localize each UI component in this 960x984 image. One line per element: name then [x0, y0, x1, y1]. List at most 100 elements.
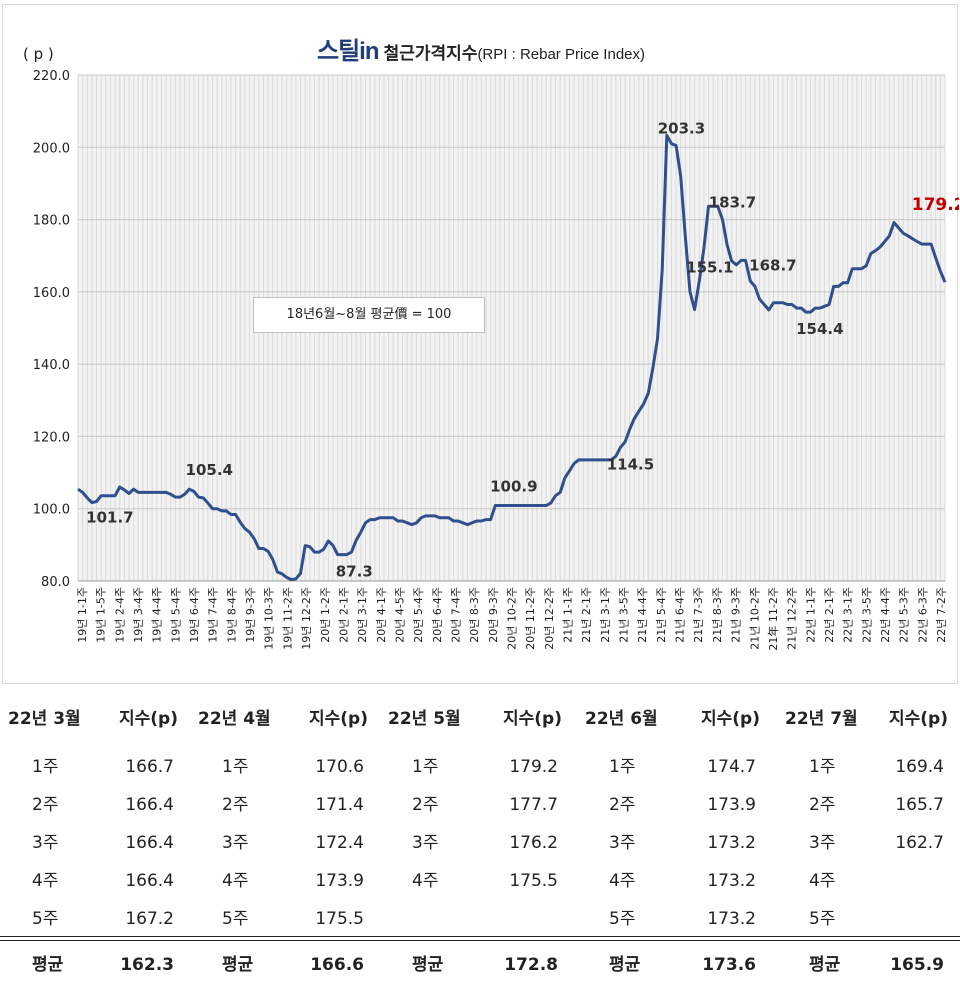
week-label: 1주 — [809, 757, 836, 777]
week-label: 3주 — [222, 833, 249, 853]
index-value: 165.7 — [895, 795, 944, 815]
x-tick-label: 19년 4-4주 — [151, 587, 164, 643]
plot-area — [78, 75, 945, 581]
data-label: 155.1 — [686, 258, 733, 276]
average-label: 평균 — [809, 955, 841, 975]
index-value: 166.4 — [125, 795, 174, 815]
chart-panel: 80.0 100.0 120.0 140.0 160.0 180.0 200.0 220.0 … — [2, 4, 959, 684]
week-label: 1주 — [609, 757, 636, 777]
week-label: 5주 — [809, 909, 836, 929]
month-header: 22년 3월 — [8, 709, 81, 729]
average-value: 172.8 — [504, 955, 558, 975]
title-sub: (RPI : Rebar Price Index) — [477, 46, 645, 63]
average-value: 173.6 — [702, 955, 756, 975]
data-label: 162.7 — [916, 5, 959, 9]
data-label: 154.4 — [796, 320, 843, 338]
y-tick-label: 120.0 — [33, 430, 70, 445]
table-row: 1주 166.7 1주 170.6 1주 179.2 1주 174.7 1주 169.4 — [0, 748, 960, 786]
series-line — [77, 133, 947, 582]
index-value: 176.2 — [509, 833, 558, 853]
data-label: 179.2 — [912, 195, 959, 215]
month-header: 22년 6월 — [585, 709, 658, 729]
x-tick-label: 22년 4-4주 — [879, 587, 892, 643]
index-value: 173.2 — [707, 871, 756, 891]
week-label: 3주 — [412, 833, 439, 853]
x-tick-label: 22년 6-3주 — [916, 587, 929, 643]
x-tick-label: 19년 1-1주 — [76, 587, 89, 643]
divider — [0, 940, 960, 941]
index-value: 177.7 — [509, 795, 558, 815]
week-label: 3주 — [809, 833, 836, 853]
x-tick-label: 19년 6-4주 — [188, 587, 201, 643]
x-tick-label: 21년 3-1주 — [599, 587, 612, 643]
x-tick-label: 21년 10-2주 — [748, 587, 761, 650]
week-label: 4주 — [412, 871, 439, 891]
average-value: 166.6 — [310, 955, 364, 975]
x-tick-label: 20년 12-2주 — [543, 587, 556, 650]
x-tick-label: 20년 3-1주 — [356, 587, 369, 643]
month-header: 22년 7월 — [785, 709, 858, 729]
x-tick-label: 22년 1-1주 — [804, 587, 817, 643]
brand-logo: 스틸in — [317, 38, 379, 65]
y-tick-label: 220.0 — [33, 69, 70, 84]
index-value: 175.5 — [509, 871, 558, 891]
x-tick-label: 20년 1-2주 — [319, 587, 332, 643]
average-row: 평균 162.3 평균 166.6 평균 172.8 평균 173.6 평균 165.9 — [0, 946, 960, 984]
x-tick-label: 19년 8-4주 — [225, 587, 238, 643]
chart-title: 스틸in 철근가격지수(RPI : Rebar Price Index) — [3, 31, 959, 66]
x-tick-label: 21年 11-2주 — [766, 587, 780, 651]
week-label: 4주 — [609, 871, 636, 891]
week-label: 2주 — [222, 795, 249, 815]
y-tick-label: 80.0 — [41, 575, 70, 590]
index-value: 166.7 — [125, 757, 174, 777]
x-tick-label: 20년 6-4주 — [431, 587, 444, 643]
index-value: 179.2 — [509, 757, 558, 777]
index-value: 170.6 — [315, 757, 364, 777]
index-value: 166.4 — [125, 871, 174, 891]
x-tick-label: 21년 12-2주 — [786, 587, 799, 650]
week-label: 2주 — [609, 795, 636, 815]
week-label: 3주 — [32, 833, 59, 853]
x-tick-label: 19년 10-3주 — [263, 587, 276, 650]
x-tick-label: 20년 8-3주 — [468, 587, 481, 643]
average-label: 평균 — [412, 955, 444, 975]
index-value: 166.4 — [125, 833, 174, 853]
week-label: 1주 — [222, 757, 249, 777]
week-label: 4주 — [809, 871, 836, 891]
data-label: 114.5 — [607, 455, 654, 473]
week-label: 5주 — [32, 909, 59, 929]
rpi-line-chart: 80.0100.0120.0140.0160.0180.0200.0220.0 … — [33, 5, 959, 651]
y-tick-label: 100.0 — [33, 503, 70, 518]
index-value: 173.2 — [707, 909, 756, 929]
data-label: 168.7 — [749, 256, 796, 274]
unit-label: ( p ) — [23, 45, 54, 63]
table-row: 2주 166.4 2주 171.4 2주 177.7 2주 173.9 2주 165.7 — [0, 786, 960, 824]
x-tick-label: 20년 5-4주 — [412, 587, 425, 643]
index-header: 지수(p) — [503, 709, 562, 729]
average-value: 162.3 — [120, 955, 174, 975]
x-tick-label: 20년 9-3주 — [487, 587, 500, 643]
data-label: 101.7 — [86, 509, 133, 527]
average-value: 165.9 — [890, 955, 944, 975]
week-label: 4주 — [222, 871, 249, 891]
x-tick-label: 19년 7-4주 — [207, 587, 220, 643]
week-label: 2주 — [32, 795, 59, 815]
x-tick-label: 21년 5-4주 — [655, 587, 668, 643]
y-tick-label: 160.0 — [33, 286, 70, 301]
data-label: 100.9 — [490, 477, 537, 495]
x-tick-label: 22년 7-2주 — [935, 587, 948, 643]
week-label: 2주 — [412, 795, 439, 815]
index-value: 175.5 — [315, 909, 364, 929]
x-tick-label: 21년 4-4주 — [636, 587, 649, 643]
week-label: 4주 — [32, 871, 59, 891]
week-label: 3주 — [609, 833, 636, 853]
index-value: 167.2 — [125, 909, 174, 929]
x-tick-label: 21년 1-1주 — [562, 587, 575, 643]
x-tick-label: 21년 7-3주 — [692, 587, 705, 643]
x-tick-label: 19년 1-5주 — [95, 587, 108, 643]
index-header: 지수(p) — [701, 709, 760, 729]
week-label: 5주 — [609, 909, 636, 929]
x-tick-label: 20년 7-4주 — [449, 587, 462, 643]
data-label: 87.3 — [336, 563, 373, 581]
table-row: 4주 166.4 4주 173.9 4주 175.5 4주 173.2 4주 — [0, 862, 960, 900]
